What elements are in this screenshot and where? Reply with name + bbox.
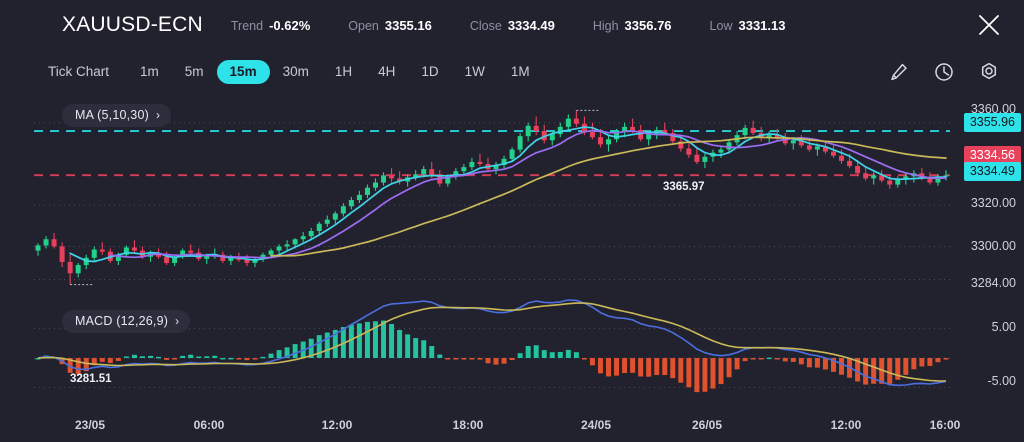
stat-low: Low 3331.13: [710, 18, 786, 33]
ma-indicator-label: MA (5,10,30): [75, 108, 149, 122]
price-axis-label: 3300.00: [970, 239, 1016, 253]
ma-indicator-legend[interactable]: MA (5,10,30) ›: [62, 104, 172, 127]
candlestick-series: [35, 110, 949, 285]
stat-open-value: 3355.16: [384, 17, 432, 33]
timeframe-tick-chart[interactable]: Tick Chart: [48, 64, 110, 80]
price-axis-label: 3284.00: [970, 276, 1016, 290]
timeframe-toolbar: Tick Chart 1m 5m 15m 30m 1H 4H 1D 1W 1M: [0, 50, 1024, 94]
time-axis-tick: 06:00: [193, 418, 225, 432]
price-axis-label: 3360.00: [970, 102, 1016, 116]
timeframe-1m[interactable]: 1m: [140, 64, 159, 80]
price-badge-current: 3334.49: [963, 162, 1021, 181]
price-axis-label: -5.00: [987, 374, 1017, 388]
time-axis-tick: 18:00: [452, 418, 484, 432]
stat-close-label: Close: [469, 18, 502, 33]
stat-open-label: Open: [348, 18, 379, 33]
time-axis-tick: 26/05: [691, 418, 723, 432]
chevron-right-icon: ›: [155, 108, 161, 122]
timeframe-1M[interactable]: 1M: [510, 64, 530, 80]
chart-header: XAUUSD-ECN Trend -0.62% Open 3355.16 Clo…: [0, 0, 1024, 50]
symbol-title: XAUUSD-ECN: [62, 13, 203, 36]
stat-high: High 3356.76: [593, 18, 672, 33]
ma-line-ma5: [69, 126, 947, 263]
timeframe-1d[interactable]: 1D: [421, 64, 439, 80]
stat-trend-label: Trend: [230, 18, 264, 33]
stat-high-label: High: [592, 18, 619, 33]
history-clock-icon[interactable]: [933, 61, 955, 83]
time-axis-tick: 12:00: [321, 418, 353, 432]
close-icon[interactable]: [976, 12, 1002, 38]
chart-area[interactable]: MA (5,10,30) › MACD (12,26,9) › 3360.00 3…: [0, 92, 1024, 442]
stat-trend: Trend -0.62%: [231, 18, 310, 33]
price-axis-label: 5.00: [991, 320, 1016, 334]
high-price-annotation: 3365.97: [663, 181, 705, 193]
time-axis: 23/05 06:00 12:00 18:00 24/05 26/05 12:00 16:00: [0, 414, 1024, 442]
chart-tools: [888, 61, 1000, 83]
timeframe-1w[interactable]: 1W: [464, 64, 485, 80]
stat-open: Open 3355.16: [348, 18, 432, 33]
stat-trend-value: -0.62%: [269, 17, 311, 33]
timeframe-list: Tick Chart 1m 5m 15m 30m 1H 4H 1D 1W 1M: [48, 60, 543, 84]
time-axis-tick: 23/05: [74, 418, 106, 432]
time-axis-tick: 24/05: [580, 418, 612, 432]
stat-close-value: 3334.49: [507, 17, 555, 33]
timeframe-4h[interactable]: 4H: [378, 64, 396, 80]
timeframe-30m[interactable]: 30m: [282, 64, 309, 80]
ma-line-ma10: [109, 129, 947, 259]
macd-indicator-legend[interactable]: MACD (12,26,9) ›: [62, 310, 191, 333]
stat-low-label: Low: [709, 18, 733, 33]
price-axis-label: 3320.00: [970, 196, 1016, 210]
stat-high-value: 3356.76: [624, 17, 672, 33]
macd-indicator-label: MACD (12,26,9): [75, 314, 169, 328]
timeframe-15m[interactable]: 15m: [216, 60, 270, 84]
gear-icon[interactable]: [978, 61, 1000, 83]
price-chart-canvas[interactable]: [0, 92, 1024, 442]
macd-line: [37, 299, 947, 387]
time-axis-tick: 16:00: [929, 418, 961, 432]
chevron-right-icon: ›: [175, 314, 180, 328]
time-axis-tick: 12:00: [830, 418, 862, 432]
price-badge-current: 3355.96: [963, 113, 1021, 132]
ma-line-ma30: [270, 136, 947, 257]
pencil-icon[interactable]: [888, 61, 910, 83]
stat-close: Close 3334.49: [470, 18, 555, 33]
quote-stats: Trend -0.62% Open 3355.16 Close 3334.49 …: [231, 18, 786, 33]
low-price-annotation: 3281.51: [70, 373, 112, 385]
timeframe-1h[interactable]: 1H: [334, 64, 353, 80]
timeframe-5m[interactable]: 5m: [184, 64, 204, 80]
macd-signal-line: [37, 302, 947, 382]
price-badge-level: 3334.56: [963, 146, 1021, 165]
stat-low-value: 3331.13: [738, 17, 786, 33]
